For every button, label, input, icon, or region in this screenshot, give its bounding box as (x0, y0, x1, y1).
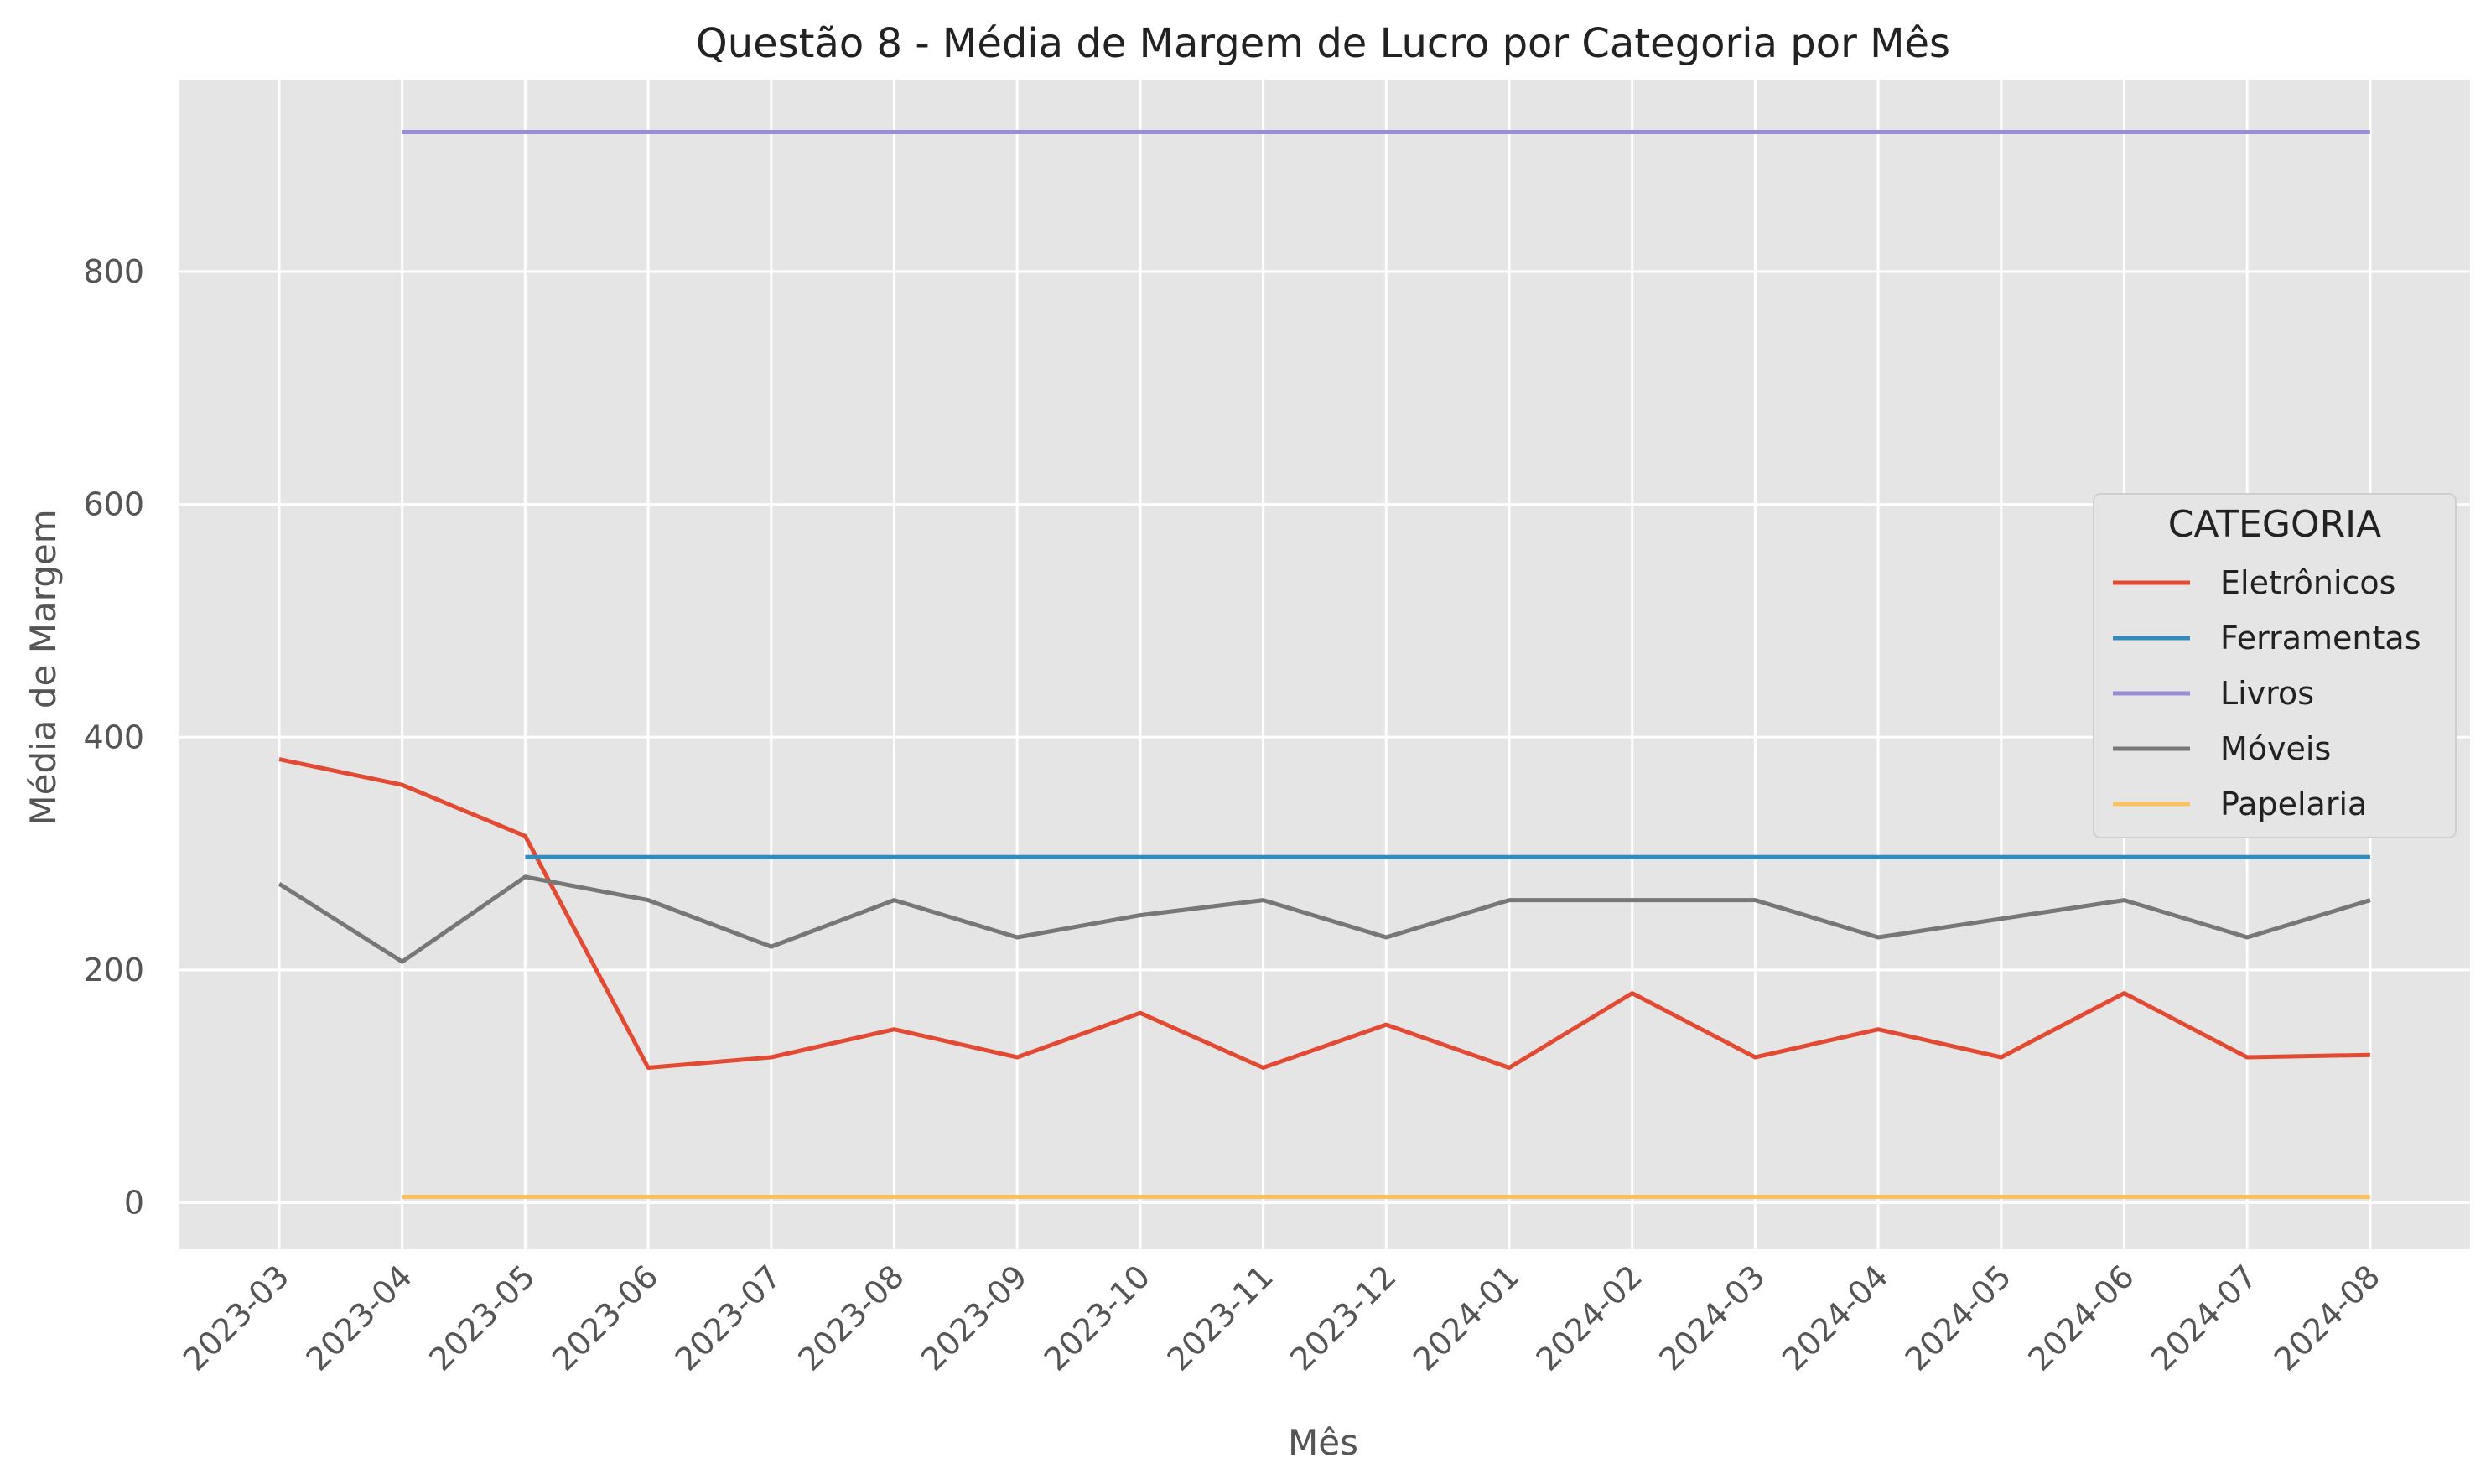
y-axis-title: Média de Margem (23, 509, 64, 825)
series-line-Móveis (278, 874, 2371, 964)
legend-label: Eletrônicos (2220, 564, 2395, 601)
x-tick-label: 2023-09 (914, 1258, 1034, 1378)
y-tick-label: 400 (83, 719, 144, 755)
legend-label: Papelaria (2220, 786, 2367, 822)
x-tick-label: 2023-07 (668, 1258, 788, 1378)
legend-items: Eletrônicos Ferramentas Livros Móveis Papela… (2113, 564, 2421, 822)
legend-label: Livros (2220, 675, 2314, 712)
grid (179, 80, 2470, 1249)
series-lines (278, 130, 2371, 1199)
x-tick-label: 2024-06 (2021, 1258, 2141, 1378)
x-tick-label: 2024-02 (1529, 1258, 1649, 1378)
x-axis-title: Mês (1288, 1422, 1358, 1463)
x-tick-label: 2023-11 (1160, 1258, 1280, 1378)
x-tick-label: 2023-10 (1037, 1258, 1157, 1378)
x-tick-label: 2023-03 (176, 1258, 296, 1378)
x-tick-label: 2024-01 (1406, 1258, 1526, 1378)
y-tick-label: 0 (124, 1184, 144, 1221)
chart-title: Questão 8 - Média de Margem de Lucro por… (696, 20, 1950, 67)
x-tick-label: 2023-08 (791, 1258, 911, 1378)
x-tick-label: 2024-07 (2144, 1258, 2264, 1378)
series-line-Eletrônicos (278, 757, 2370, 1070)
x-tick-label: 2024-04 (1775, 1258, 1895, 1378)
y-tick-label: 600 (83, 486, 144, 523)
legend-title: CATEGORIA (2168, 503, 2381, 546)
legend: CATEGORIA Eletrônicos Ferramentas Livros Mó… (2093, 493, 2457, 838)
plot-area (179, 80, 2470, 1249)
legend-label: Ferramentas (2220, 620, 2421, 656)
x-axis-ticks: 2023-03 2023-04 2023-05 2023-06 2023-07 2023-… (176, 1258, 2387, 1378)
legend-label: Móveis (2220, 730, 2331, 767)
x-tick-label: 2023-05 (422, 1258, 542, 1378)
legend-box (2093, 493, 2457, 838)
x-tick-label: 2023-06 (545, 1258, 665, 1378)
x-tick-label: 2023-04 (299, 1258, 419, 1378)
x-tick-label: 2024-03 (1652, 1258, 1772, 1378)
x-tick-label: 2024-08 (2267, 1258, 2387, 1378)
y-tick-label: 800 (83, 253, 144, 290)
x-tick-label: 2023-12 (1283, 1258, 1403, 1378)
y-axis-ticks: 0 200 400 600 800 (83, 253, 144, 1221)
x-tick-label: 2024-05 (1898, 1258, 2018, 1378)
y-tick-label: 200 (83, 952, 144, 988)
